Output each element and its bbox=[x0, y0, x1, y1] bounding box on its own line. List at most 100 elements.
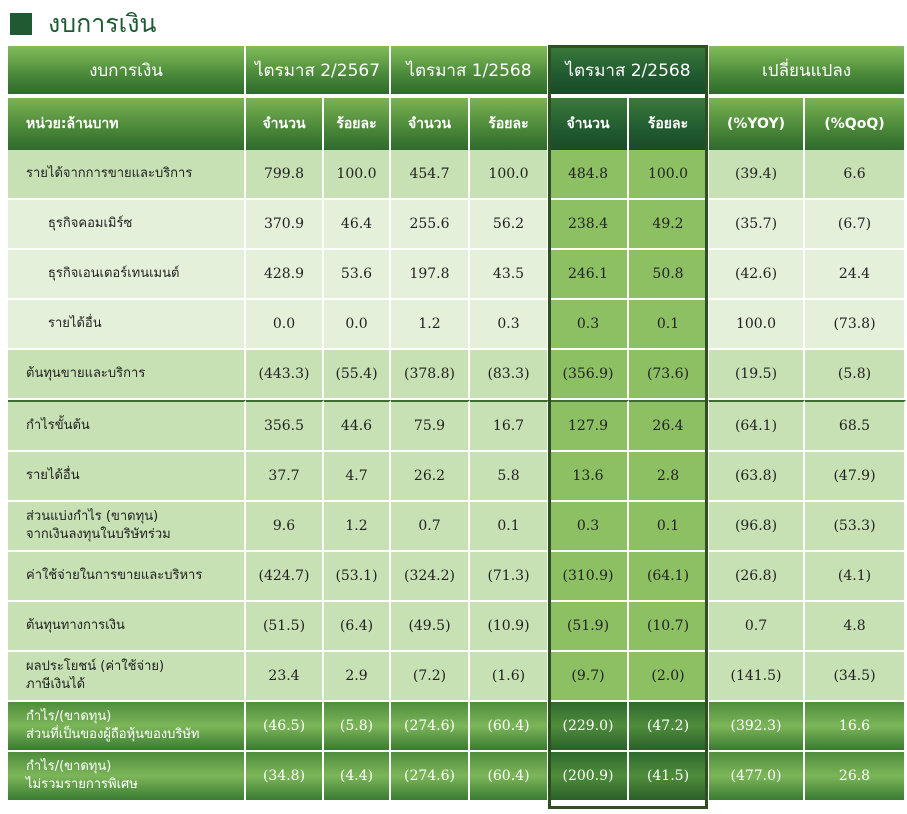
table-cell: 5.8 bbox=[470, 452, 549, 502]
table-cell: 246.1 bbox=[549, 250, 629, 300]
table-cell: (55.4) bbox=[324, 350, 391, 400]
table-cell: (5.8) bbox=[324, 702, 391, 752]
table-row: กำไร/(ขาดทุน) ส่วนที่เป็นของผู้ถือหุ้นของ… bbox=[8, 702, 907, 752]
table-cell: 49.2 bbox=[629, 200, 709, 250]
row-label-line: ต้นทุนทางการเงิน bbox=[26, 618, 125, 633]
table-cell: (46.5) bbox=[246, 702, 324, 752]
table-cell: (42.6) bbox=[709, 250, 805, 300]
table-cell: 23.4 bbox=[246, 652, 324, 702]
table-cell: 799.8 bbox=[246, 150, 324, 200]
row-label: ต้นทุนขายและบริการ bbox=[8, 350, 246, 400]
row-label: ต้นทุนทางการเงิน bbox=[8, 602, 246, 652]
subheader-percent: ร้อยละ bbox=[324, 98, 391, 150]
table-cell: (39.4) bbox=[709, 150, 805, 200]
table-cell: 0.7 bbox=[709, 602, 805, 652]
table-cell: (41.5) bbox=[629, 752, 709, 802]
table-cell: 68.5 bbox=[805, 400, 907, 452]
table-cell: 370.9 bbox=[246, 200, 324, 250]
row-label-line: ธุรกิจเอนเตอร์เทนเมนต์ bbox=[48, 266, 180, 281]
table-row: รายได้จากการขายและบริการ 799.8 100.0 454.7 1… bbox=[8, 150, 907, 200]
row-label-line: กำไรขั้นต้น bbox=[26, 418, 90, 433]
row-label: รายได้อื่น bbox=[8, 300, 246, 350]
table-cell: (26.8) bbox=[709, 552, 805, 602]
table-cell: 238.4 bbox=[549, 200, 629, 250]
row-label: กำไร/(ขาดทุน) ส่วนที่เป็นของผู้ถือหุ้นของ… bbox=[8, 702, 246, 752]
table-row: ผลประโยชน์ (ค่าใช้จ่าย) ภาษีเงินได้ 23.4 2.… bbox=[8, 652, 907, 702]
table-cell: (274.6) bbox=[391, 752, 470, 802]
table-cell: (34.5) bbox=[805, 652, 907, 702]
row-label-line: กำไร/(ขาดทุน) bbox=[26, 759, 112, 774]
table-cell: 4.7 bbox=[324, 452, 391, 502]
table-cell: 1.2 bbox=[324, 502, 391, 552]
row-label-line: ผลประโยชน์ (ค่าใช้จ่าย) bbox=[26, 659, 165, 674]
title-square-icon bbox=[10, 13, 32, 35]
table-cell: (378.8) bbox=[391, 350, 470, 400]
row-label-line: รายได้อื่น bbox=[48, 316, 102, 331]
table-cell: (35.7) bbox=[709, 200, 805, 250]
table-cell: (60.4) bbox=[470, 702, 549, 752]
table-cell: 44.6 bbox=[324, 400, 391, 452]
row-label-line: จากเงินลงทุนในบริษัทร่วม bbox=[26, 527, 171, 542]
table-cell: 0.3 bbox=[549, 300, 629, 350]
row-label-line: ไม่รวมรายการพิเศษ bbox=[26, 777, 138, 792]
table-cell: (49.5) bbox=[391, 602, 470, 652]
table-cell: (6.4) bbox=[324, 602, 391, 652]
table-cell: (324.2) bbox=[391, 552, 470, 602]
table-cell: (2.0) bbox=[629, 652, 709, 702]
subheader-unit: หน่วย:ล้านบาท bbox=[8, 98, 246, 150]
table-cell: 26.4 bbox=[629, 400, 709, 452]
table-cell: 50.8 bbox=[629, 250, 709, 300]
subheader-percent: ร้อยละ bbox=[470, 98, 549, 150]
table-cell: 0.7 bbox=[391, 502, 470, 552]
table-cell: 0.0 bbox=[324, 300, 391, 350]
table-cell: 127.9 bbox=[549, 400, 629, 452]
row-label: ส่วนแบ่งกำไร (ขาดทุน) จากเงินลงทุนในบริษั… bbox=[8, 502, 246, 552]
page-title: งบการเงิน bbox=[48, 9, 157, 38]
table-cell: 43.5 bbox=[470, 250, 549, 300]
table-cell: 484.8 bbox=[549, 150, 629, 200]
table-row: รายได้อื่น 0.0 0.0 1.2 0.3 0.3 0.1 100.0 (73.8) bbox=[8, 300, 907, 350]
table-cell: (96.8) bbox=[709, 502, 805, 552]
table-cell: (64.1) bbox=[629, 552, 709, 602]
header-period-q2-2568: ไตรมาส 2/2568 bbox=[549, 46, 709, 94]
table-cell: 16.7 bbox=[470, 400, 549, 452]
table-cell: 26.8 bbox=[805, 752, 907, 802]
subheader-qoq: (%QoQ) bbox=[805, 98, 907, 150]
table-row: ธุรกิจคอมเมิร์ซ 370.9 46.4 255.6 56.2 238.4 49… bbox=[8, 200, 907, 250]
row-label-line: ส่วนที่เป็นของผู้ถือหุ้นของบริษัท bbox=[26, 727, 200, 742]
table-cell: (53.1) bbox=[324, 552, 391, 602]
table-cell: (4.1) bbox=[805, 552, 907, 602]
table-cell: 0.3 bbox=[470, 300, 549, 350]
table-cell: (1.6) bbox=[470, 652, 549, 702]
table-row: กำไร/(ขาดทุน) ไม่รวมรายการพิเศษ (34.8) (4.4… bbox=[8, 752, 907, 802]
table-cell: 255.6 bbox=[391, 200, 470, 250]
row-label-line: ธุรกิจคอมเมิร์ซ bbox=[48, 216, 133, 231]
table-cell: (64.1) bbox=[709, 400, 805, 452]
table-row: ค่าใช้จ่ายในการขายและบริหาร (424.7) (53.1)… bbox=[8, 552, 907, 602]
table-cell: 0.1 bbox=[629, 300, 709, 350]
table-cell: (141.5) bbox=[709, 652, 805, 702]
row-label-line: ค่าใช้จ่ายในการขายและบริหาร bbox=[26, 568, 203, 583]
table-cell: (6.7) bbox=[805, 200, 907, 250]
subheader-yoy: (%YOY) bbox=[709, 98, 805, 150]
table-cell: (34.8) bbox=[246, 752, 324, 802]
table-cell: (9.7) bbox=[549, 652, 629, 702]
table-cell: (356.9) bbox=[549, 350, 629, 400]
row-label: รายได้จากการขายและบริการ bbox=[8, 150, 246, 200]
table-cell: (71.3) bbox=[470, 552, 549, 602]
row-label-line: ส่วนแบ่งกำไร (ขาดทุน) bbox=[26, 509, 159, 524]
table-cell: (424.7) bbox=[246, 552, 324, 602]
row-label: กำไรขั้นต้น bbox=[8, 400, 246, 452]
page-title-bar: งบการเงิน bbox=[10, 6, 157, 42]
table-cell: 428.9 bbox=[246, 250, 324, 300]
table-cell: (60.4) bbox=[470, 752, 549, 802]
table-cell: 454.7 bbox=[391, 150, 470, 200]
table-cell: (310.9) bbox=[549, 552, 629, 602]
row-label-line: รายได้อื่น bbox=[26, 468, 80, 483]
row-label-line: รายได้จากการขายและบริการ bbox=[26, 166, 193, 181]
table-cell: (274.6) bbox=[391, 702, 470, 752]
table-cell: 75.9 bbox=[391, 400, 470, 452]
header-row: งบการเงิน ไตรมาส 2/2567 ไตรมาส 1/2568 ไต… bbox=[8, 46, 907, 94]
table-cell: 1.2 bbox=[391, 300, 470, 350]
table-cell: (73.8) bbox=[805, 300, 907, 350]
